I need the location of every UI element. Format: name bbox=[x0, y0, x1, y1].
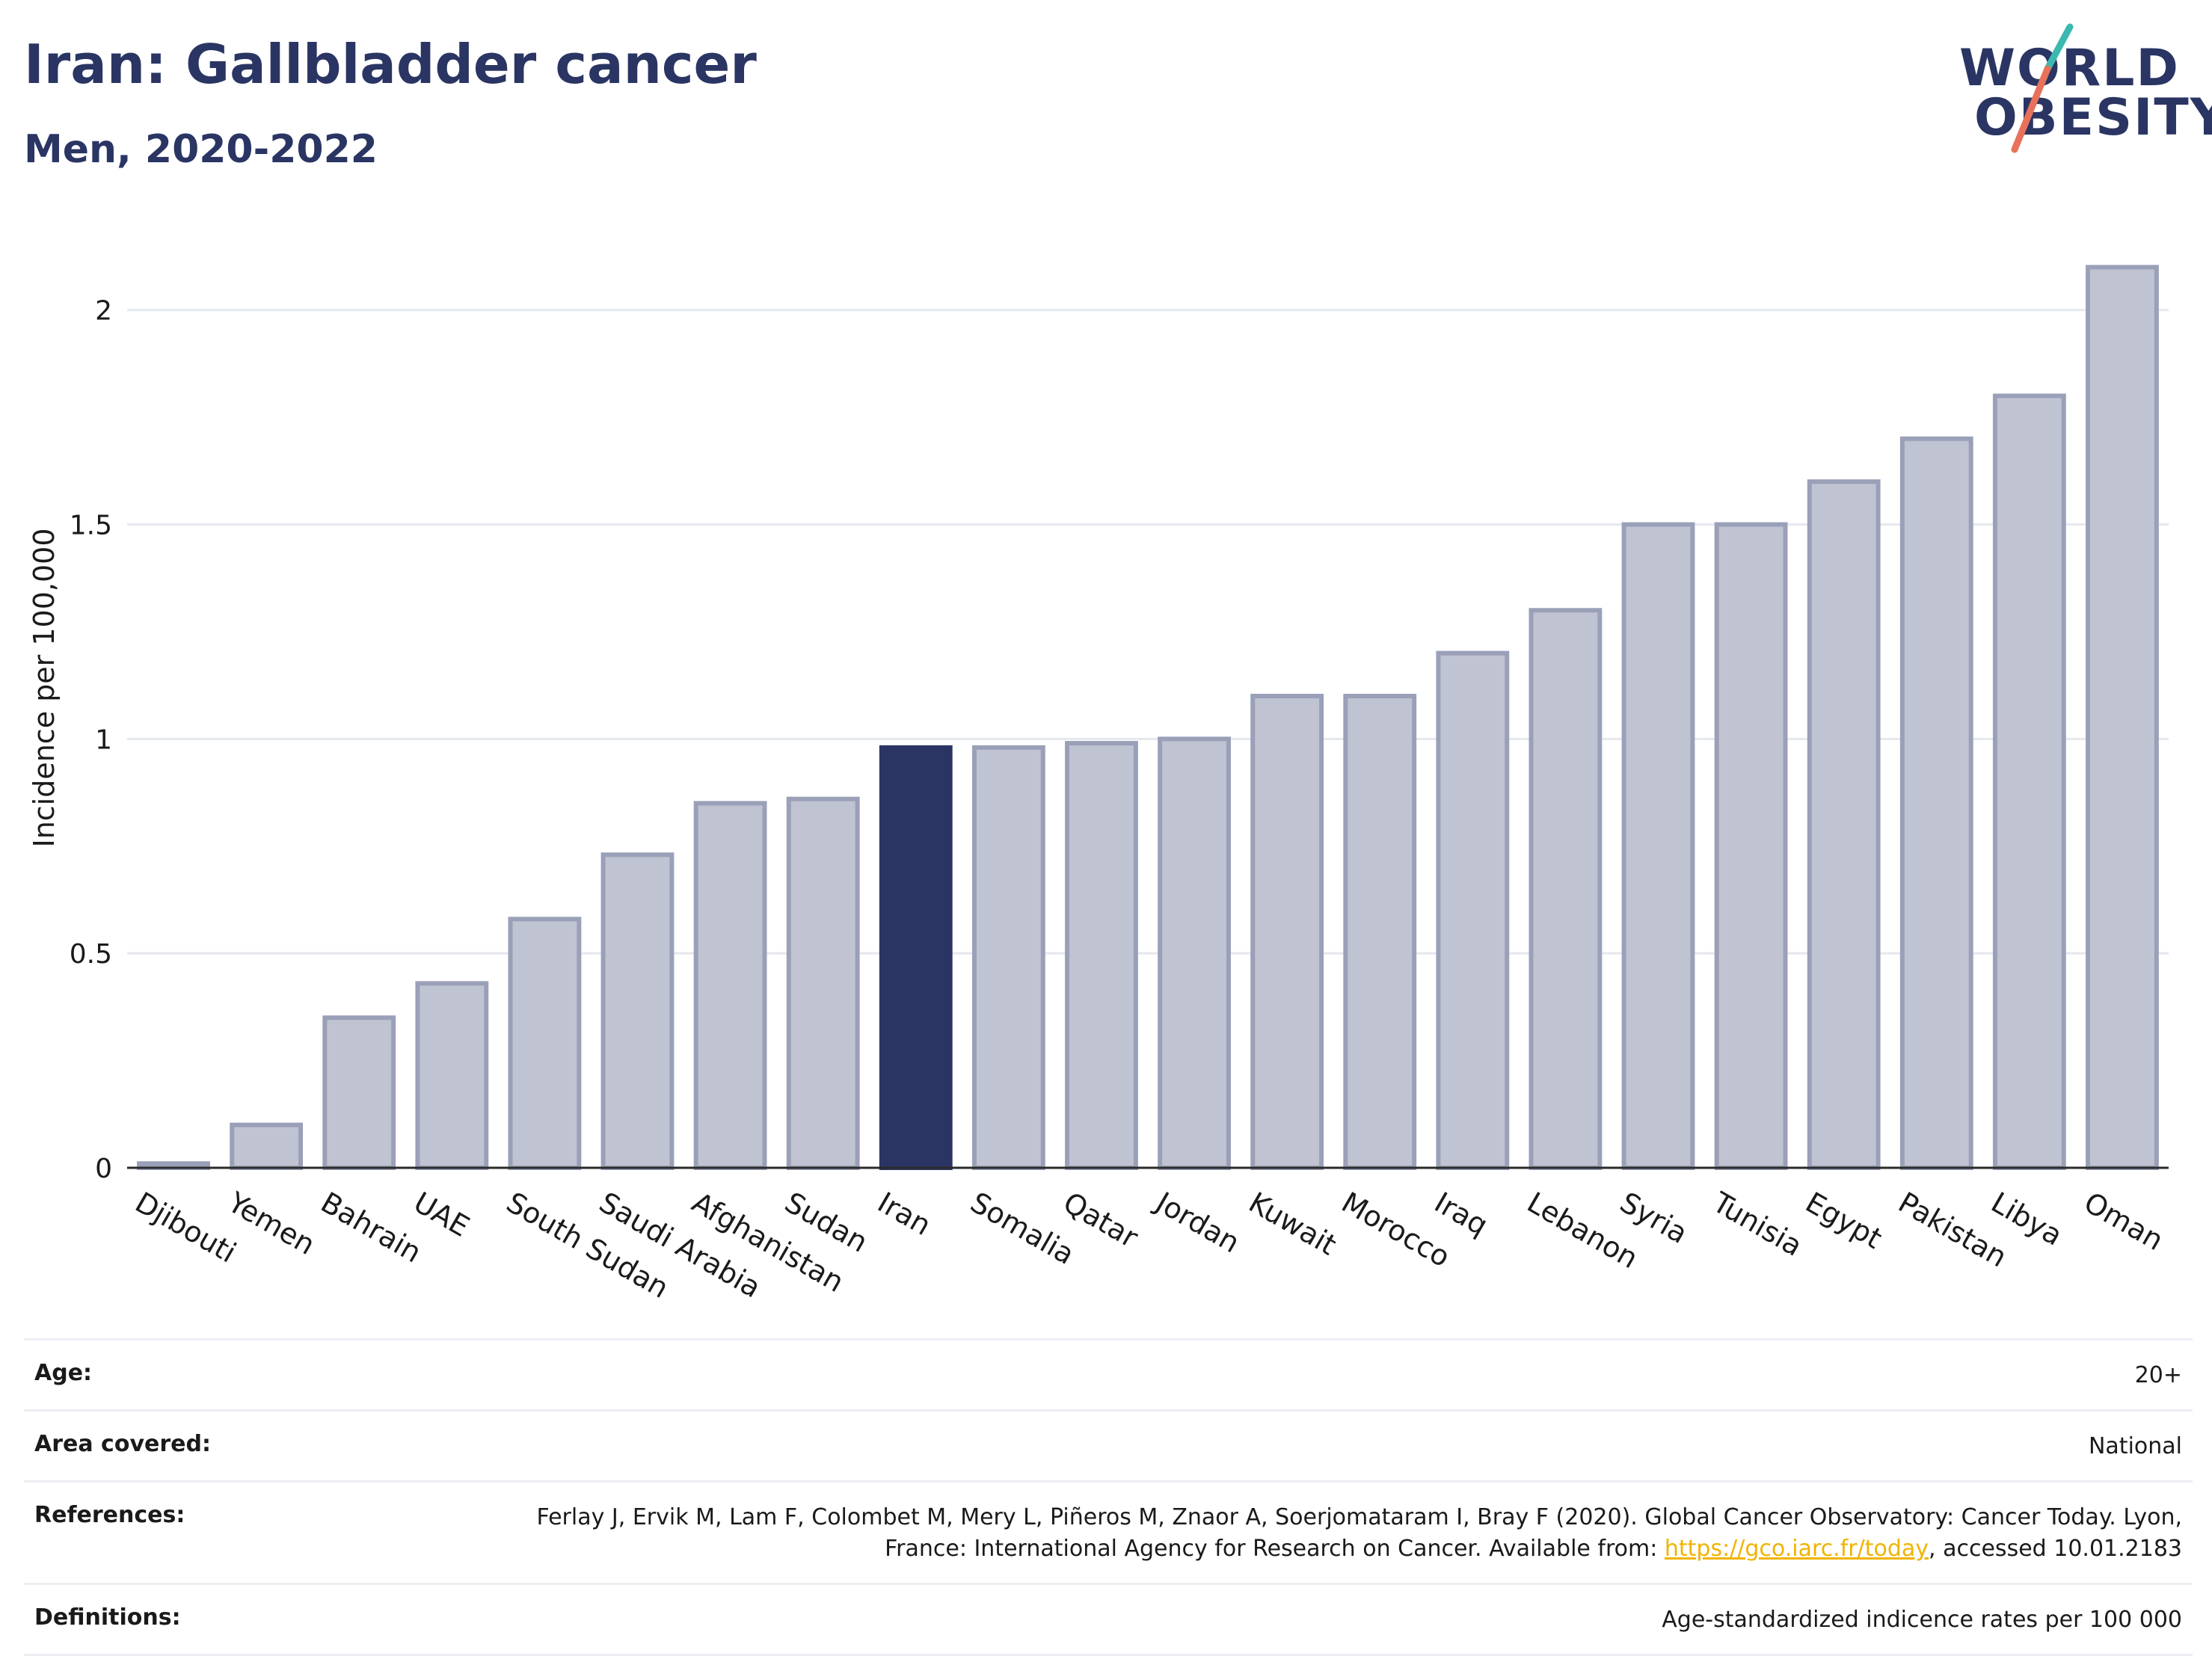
bar-qatar[interactable] bbox=[1065, 741, 1138, 1170]
meta-row-area: Area covered: National bbox=[24, 1409, 2193, 1480]
metadata-table: Age: 20+ Area covered: National Referenc… bbox=[24, 1338, 2193, 1656]
logo-line-1: WORLD bbox=[1959, 39, 2180, 98]
meta-label: Age: bbox=[34, 1360, 93, 1386]
bar-tunisia[interactable] bbox=[1714, 522, 1788, 1170]
bar-syria[interactable] bbox=[1621, 522, 1695, 1170]
x-tick-label: Iran bbox=[872, 1186, 936, 1242]
bar-saudi-arabia[interactable] bbox=[600, 852, 675, 1171]
reference-link[interactable]: https://gco.iarc.fr/today bbox=[1664, 1536, 1929, 1562]
x-tick-label: Egypt bbox=[1800, 1186, 1887, 1255]
bar-yemen[interactable] bbox=[230, 1122, 304, 1170]
meta-label: References: bbox=[34, 1502, 185, 1528]
bar-afghanistan[interactable] bbox=[693, 801, 767, 1171]
world-obesity-logo: WORLD OBESITY bbox=[1959, 22, 2212, 157]
logo-line-2: OBESITY bbox=[1974, 88, 2212, 147]
bar-sudan[interactable] bbox=[786, 796, 860, 1170]
x-tick-label: Yemen bbox=[222, 1185, 321, 1261]
chart-subtitle: Men, 2020-2022 bbox=[24, 127, 378, 172]
bar-oman[interactable] bbox=[2086, 265, 2159, 1170]
x-tick-label: Iraq bbox=[1429, 1186, 1493, 1242]
y-tick-label: 0.5 bbox=[70, 939, 112, 970]
meta-row-age: Age: 20+ bbox=[24, 1338, 2193, 1409]
bar-jordan[interactable] bbox=[1158, 736, 1231, 1170]
x-tick-label: Oman bbox=[2078, 1186, 2169, 1257]
bars bbox=[137, 265, 2159, 1171]
meta-value: National bbox=[2088, 1433, 2182, 1459]
reference-text-end: , accessed 10.01.2183 bbox=[1929, 1536, 2182, 1562]
meta-value: 20+ bbox=[2134, 1362, 2182, 1388]
bar-libya[interactable] bbox=[1992, 393, 2066, 1170]
x-tick-label: Jordan bbox=[1149, 1185, 1245, 1260]
x-tick-label: Tunisia bbox=[1706, 1185, 1807, 1263]
bar-uae[interactable] bbox=[415, 981, 489, 1170]
y-tick-label: 2 bbox=[95, 296, 112, 327]
meta-row-definitions: Definitions: Age-standardized indicence … bbox=[24, 1583, 2193, 1656]
y-tick-label: 0 bbox=[95, 1154, 112, 1184]
bar-morocco[interactable] bbox=[1343, 694, 1417, 1170]
y-axis-label: Incidence per 100,000 bbox=[28, 528, 61, 847]
bar-kuwait[interactable] bbox=[1250, 694, 1324, 1170]
x-tick-label: Djibouti bbox=[130, 1186, 242, 1269]
y-tick-label: 1.5 bbox=[70, 511, 112, 541]
bar-egypt[interactable] bbox=[1807, 479, 1881, 1170]
bar-lebanon[interactable] bbox=[1529, 608, 1603, 1170]
x-tick-label: UAE bbox=[408, 1186, 475, 1243]
bar-pakistan[interactable] bbox=[1899, 436, 1973, 1170]
meta-value: Ferlay J, Ervik M, Lam F, Colombet M, Me… bbox=[462, 1502, 2182, 1565]
bar-somalia[interactable] bbox=[971, 745, 1045, 1170]
bar-iran[interactable] bbox=[879, 745, 953, 1170]
chart-title: Iran: Gallbladder cancer bbox=[24, 33, 757, 96]
x-tick-label: Somalia bbox=[965, 1186, 1080, 1271]
meta-label: Area covered: bbox=[34, 1431, 211, 1457]
meta-row-references: References: Ferlay J, Ervik M, Lam F, Co… bbox=[24, 1480, 2193, 1583]
x-tick-label: Kuwait bbox=[1244, 1186, 1342, 1262]
bar-bahrain[interactable] bbox=[322, 1015, 396, 1171]
bar-south-sudan[interactable] bbox=[508, 917, 582, 1170]
meta-value: Age-standardized indicence rates per 100… bbox=[1662, 1607, 2182, 1633]
meta-label: Definitions: bbox=[34, 1604, 181, 1631]
logo-slash-icon bbox=[2011, 23, 2074, 153]
y-tick-label: 1 bbox=[95, 724, 112, 755]
bar-iraq[interactable] bbox=[1436, 650, 1510, 1170]
x-tick-label: Bahrain bbox=[316, 1186, 427, 1269]
reference-text: Ferlay J, Ervik M, Lam F, Colombet M, Me… bbox=[536, 1504, 2182, 1562]
